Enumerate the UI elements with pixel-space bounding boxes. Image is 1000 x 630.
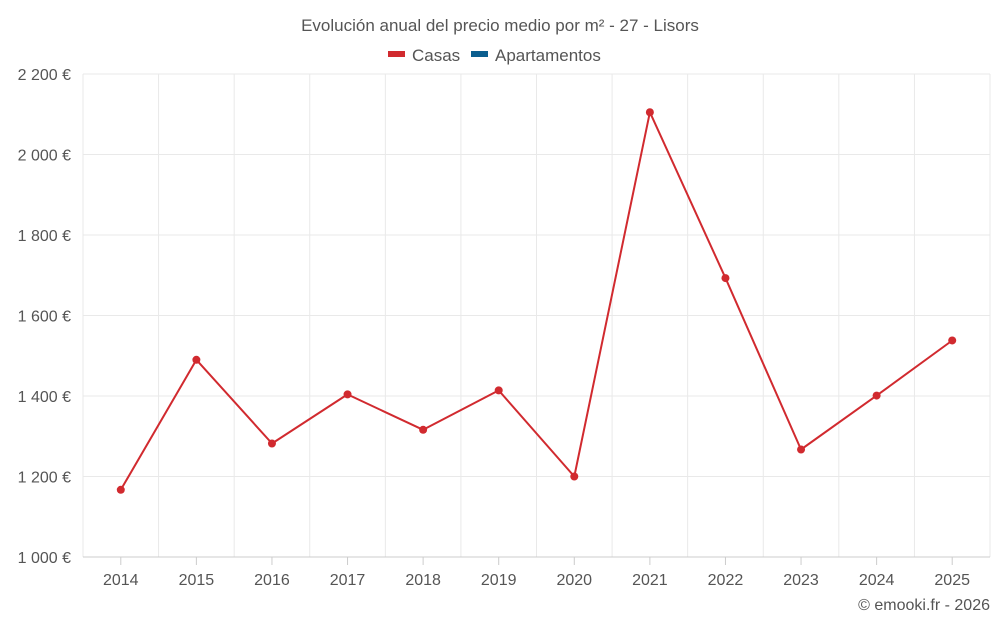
data-point-casas <box>419 425 428 434</box>
x-tick-label: 2023 <box>783 572 819 589</box>
x-tick-label: 2014 <box>103 572 139 589</box>
legend-item-casas[interactable]: Casas <box>388 46 460 65</box>
legend-item-apartamentos[interactable]: Apartamentos <box>471 46 601 65</box>
y-tick-label: 2 200 € <box>18 67 71 84</box>
x-tick-label: 2022 <box>708 572 744 589</box>
credit-text: © emooki.fr - 2026 <box>858 597 990 614</box>
x-tick-label: 2024 <box>859 572 895 589</box>
legend-label-apartamentos: Apartamentos <box>495 46 601 65</box>
data-point-casas <box>948 336 957 345</box>
x-tick-label: 2020 <box>556 572 592 589</box>
legend-swatch-apartamentos <box>471 51 488 57</box>
x-tick-label: 2021 <box>632 572 668 589</box>
data-point-casas <box>645 108 654 117</box>
y-tick-label: 2 000 € <box>18 148 71 165</box>
data-point-casas <box>872 391 881 400</box>
data-point-casas <box>570 472 579 481</box>
data-point-casas <box>797 445 806 454</box>
data-point-casas <box>116 485 125 494</box>
data-point-casas <box>343 390 352 399</box>
data-point-casas <box>192 355 201 364</box>
series-layer <box>116 108 957 494</box>
legend-label-casas: Casas <box>412 46 460 65</box>
x-tick-label: 2017 <box>330 572 366 589</box>
axes: 1 000 € 1 200 € 1 400 € 1 600 € 1 800 € 2 000… <box>18 67 990 589</box>
x-tick-label: 2016 <box>254 572 290 589</box>
x-tick-label: 2015 <box>179 572 215 589</box>
x-tick-label: 2019 <box>481 572 517 589</box>
legend-swatch-casas <box>388 51 405 57</box>
data-point-casas <box>267 439 276 448</box>
legend: Casas Apartamentos <box>388 46 601 65</box>
grid <box>82 73 991 557</box>
x-tick-label: 2025 <box>934 572 970 589</box>
chart-title: Evolución anual del precio medio por m² … <box>301 16 699 35</box>
y-tick-label: 1 200 € <box>18 470 71 487</box>
x-tick-label: 2018 <box>405 572 441 589</box>
data-point-casas <box>494 386 503 395</box>
y-tick-label: 1 600 € <box>18 309 71 326</box>
y-tick-label: 1 800 € <box>18 228 71 245</box>
y-tick-label: 1 000 € <box>18 550 71 567</box>
data-point-casas <box>721 274 730 283</box>
series-line-casas <box>119 111 953 491</box>
y-tick-label: 1 400 € <box>18 389 71 406</box>
